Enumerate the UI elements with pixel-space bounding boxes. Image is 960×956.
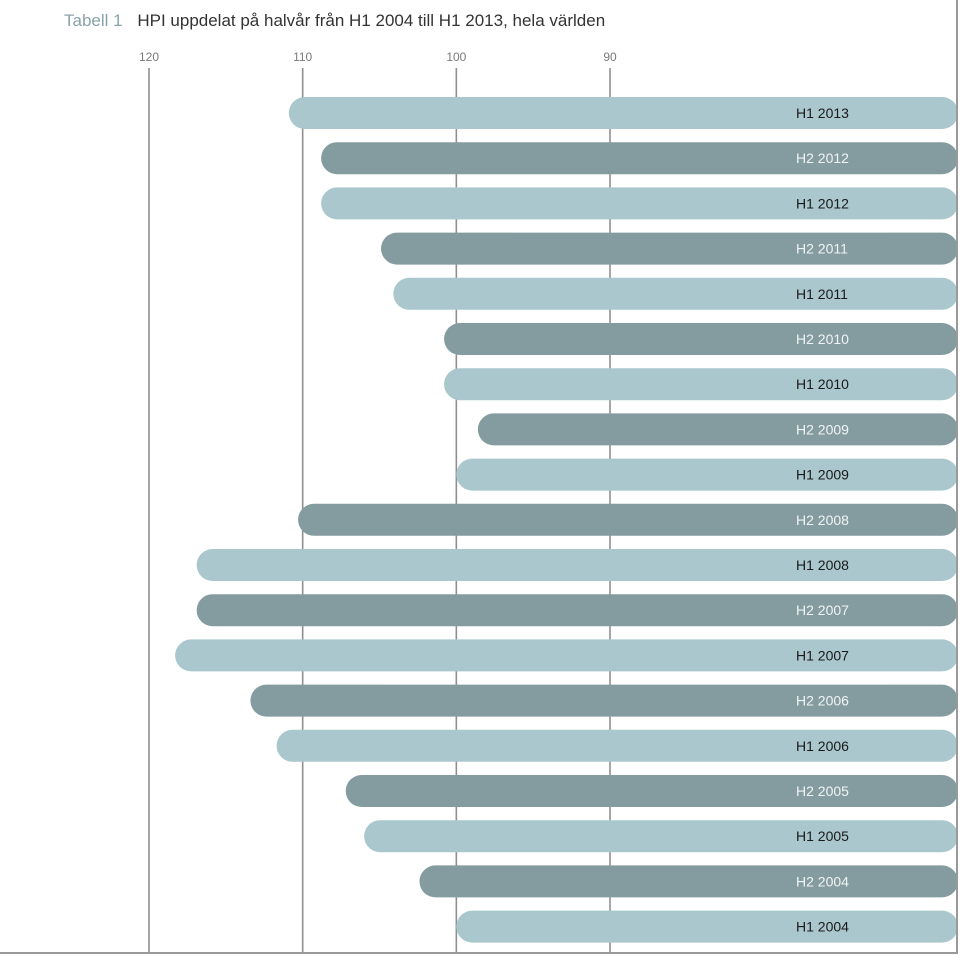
title-row: Tabell 1 HPI uppdelat på halvår från H1 … bbox=[64, 11, 605, 31]
bar-label-h1-2013: H1 2013 bbox=[796, 105, 849, 121]
bar-label-h1-2006: H1 2006 bbox=[796, 738, 849, 754]
bar-h2-2005 bbox=[345, 775, 956, 807]
bar-label-h2-2008: H2 2008 bbox=[796, 512, 849, 528]
bar-h1-2012 bbox=[321, 187, 956, 220]
bar-h1-2013 bbox=[288, 97, 956, 129]
bar-h1-2004 bbox=[456, 910, 956, 943]
bar-h1-2006 bbox=[276, 729, 956, 762]
bar-h1-2009 bbox=[456, 458, 956, 491]
bar-h2-2004 bbox=[419, 865, 956, 898]
bar-h1-2005 bbox=[364, 820, 956, 853]
bar-label-h2-2012: H2 2012 bbox=[796, 150, 849, 166]
bar-h2-2010 bbox=[444, 323, 956, 355]
bar-label-h2-2010: H2 2010 bbox=[796, 331, 849, 347]
bar-label-h1-2012: H1 2012 bbox=[796, 195, 849, 211]
bar-label-h1-2007: H1 2007 bbox=[796, 647, 849, 663]
bar-h2-2011 bbox=[381, 232, 956, 265]
bar-h1-2011 bbox=[393, 277, 956, 310]
bar-h2-2006 bbox=[250, 684, 956, 717]
bar-h2-2007 bbox=[196, 594, 956, 627]
bar-h1-2010 bbox=[444, 368, 956, 401]
bar-label-h2-2005: H2 2005 bbox=[796, 783, 849, 799]
bar-h2-2008 bbox=[298, 503, 956, 536]
bar-label-h1-2010: H1 2010 bbox=[796, 376, 849, 392]
bar-h2-2012 bbox=[321, 142, 956, 175]
bar-label-h2-2004: H2 2004 bbox=[796, 873, 849, 889]
tick-label-90: 90 bbox=[603, 50, 617, 64]
bar-label-h2-2006: H2 2006 bbox=[796, 693, 849, 709]
bar-label-h2-2009: H2 2009 bbox=[796, 421, 849, 437]
bar-label-h1-2008: H1 2008 bbox=[796, 557, 849, 573]
bar-h1-2007 bbox=[175, 639, 956, 672]
tick-label-100: 100 bbox=[446, 50, 466, 64]
bar-label-h2-2011: H2 2011 bbox=[796, 241, 848, 257]
bar-label-h1-2009: H1 2009 bbox=[796, 467, 849, 483]
bar-h2-2009 bbox=[477, 413, 956, 446]
bar-label-h1-2011: H1 2011 bbox=[796, 286, 848, 302]
bar-h1-2008 bbox=[196, 549, 956, 581]
tick-label-110: 110 bbox=[293, 50, 312, 64]
tick-label-120: 120 bbox=[139, 50, 159, 64]
bar-label-h1-2005: H1 2005 bbox=[796, 828, 849, 844]
table-label: Tabell 1 bbox=[64, 11, 123, 30]
bar-label-h1-2004: H1 2004 bbox=[796, 919, 849, 935]
chart-title: HPI uppdelat på halvår från H1 2004 till… bbox=[137, 11, 606, 30]
bar-label-h2-2007: H2 2007 bbox=[796, 602, 849, 618]
